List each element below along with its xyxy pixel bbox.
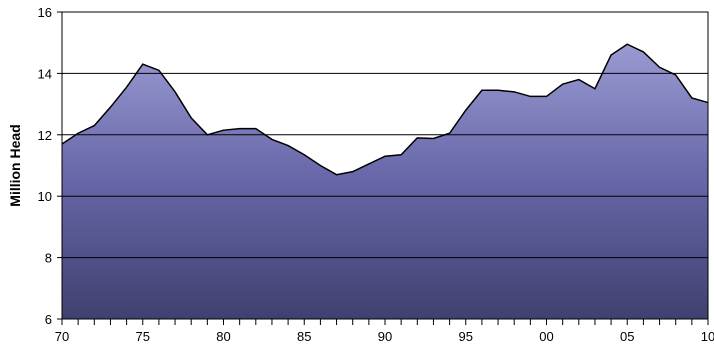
- x-tick-label-10: 10: [701, 329, 714, 344]
- y-axis: 6 8 10 12 14 16: [38, 5, 62, 327]
- y-axis-title: Million Head: [7, 124, 23, 206]
- y-tick-label-16: 16: [38, 5, 52, 20]
- y-tick-label-6: 6: [45, 312, 52, 327]
- y-tick-label-10: 10: [38, 189, 52, 204]
- x-tick-label-95: 95: [459, 329, 473, 344]
- x-tick-label-90: 90: [378, 329, 392, 344]
- x-tick-label-85: 85: [297, 329, 311, 344]
- y-tick-label-12: 12: [38, 128, 52, 143]
- x-axis: 70 75 80 85 90 95 00 05 10: [55, 319, 714, 344]
- series-line: [61, 43, 709, 176]
- y-tick-label-8: 8: [45, 251, 52, 266]
- area-series: [62, 44, 708, 320]
- y-tick-label-14: 14: [38, 66, 52, 81]
- gridlines-over-area: [62, 72, 708, 259]
- x-tick-label-75: 75: [136, 329, 150, 344]
- x-tick-label-00: 00: [539, 329, 553, 344]
- x-tick-label-70: 70: [55, 329, 69, 344]
- x-tick-label-05: 05: [620, 329, 634, 344]
- x-tick-label-80: 80: [216, 329, 230, 344]
